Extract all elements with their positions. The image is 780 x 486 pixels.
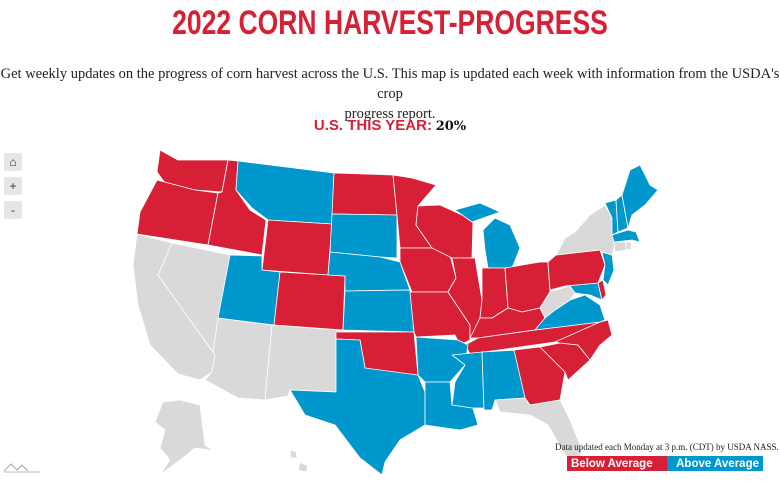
zoom-out-button[interactable]: - bbox=[4, 201, 22, 219]
state-ar[interactable] bbox=[415, 336, 469, 383]
plus-icon: + bbox=[9, 179, 17, 193]
state-fl[interactable] bbox=[494, 397, 583, 466]
home-icon: ⌂ bbox=[9, 155, 17, 169]
state-wa[interactable] bbox=[156, 149, 229, 193]
state-me[interactable] bbox=[621, 164, 659, 229]
zoom-in-button[interactable]: + bbox=[4, 177, 22, 195]
state-co[interactable] bbox=[273, 271, 346, 331]
state-tx[interactable] bbox=[289, 338, 426, 476]
state-nd[interactable] bbox=[331, 172, 398, 216]
state-ak[interactable] bbox=[154, 399, 237, 476]
state-ri[interactable] bbox=[625, 241, 632, 251]
state-ks[interactable] bbox=[342, 289, 415, 333]
us-progress-stat: U.S. THIS YEAR: 20% bbox=[0, 117, 780, 135]
state-de[interactable] bbox=[597, 279, 607, 301]
state-hi[interactable] bbox=[289, 449, 309, 473]
data-credit: Data updated each Monday at 3 p.m. (CDT)… bbox=[555, 442, 779, 452]
home-button[interactable]: ⌂ bbox=[4, 153, 22, 171]
state-la[interactable] bbox=[424, 381, 479, 431]
publisher-logo-icon bbox=[3, 463, 40, 473]
us-progress-label: U.S. THIS YEAR: bbox=[313, 117, 432, 134]
state-il[interactable] bbox=[447, 257, 483, 339]
legend-below-average: Below Average bbox=[567, 456, 667, 471]
state-mi[interactable] bbox=[454, 202, 521, 269]
page-title: 2022 CORN HARVEST-PROGRESS bbox=[172, 4, 608, 42]
us-progress-value: 20% bbox=[435, 119, 467, 134]
description-line-1: Get weekly updates on the progress of co… bbox=[0, 66, 780, 102]
state-nm[interactable] bbox=[264, 324, 339, 401]
us-state-map bbox=[132, 149, 659, 476]
state-sd[interactable] bbox=[329, 213, 398, 259]
state-vt[interactable] bbox=[604, 199, 619, 236]
description-line-2: progress report. bbox=[344, 106, 436, 122]
legend-above-average: Above Average bbox=[667, 456, 763, 471]
state-ct[interactable] bbox=[613, 241, 627, 253]
map-zoom-controls: ⌂ + - bbox=[4, 153, 22, 225]
state-wy[interactable] bbox=[261, 219, 333, 276]
minus-icon: - bbox=[11, 203, 15, 217]
state-ny[interactable] bbox=[555, 204, 616, 256]
page-description: Get weekly updates on the progress of co… bbox=[0, 64, 780, 124]
map-legend: Below Average Above Average bbox=[567, 456, 763, 471]
